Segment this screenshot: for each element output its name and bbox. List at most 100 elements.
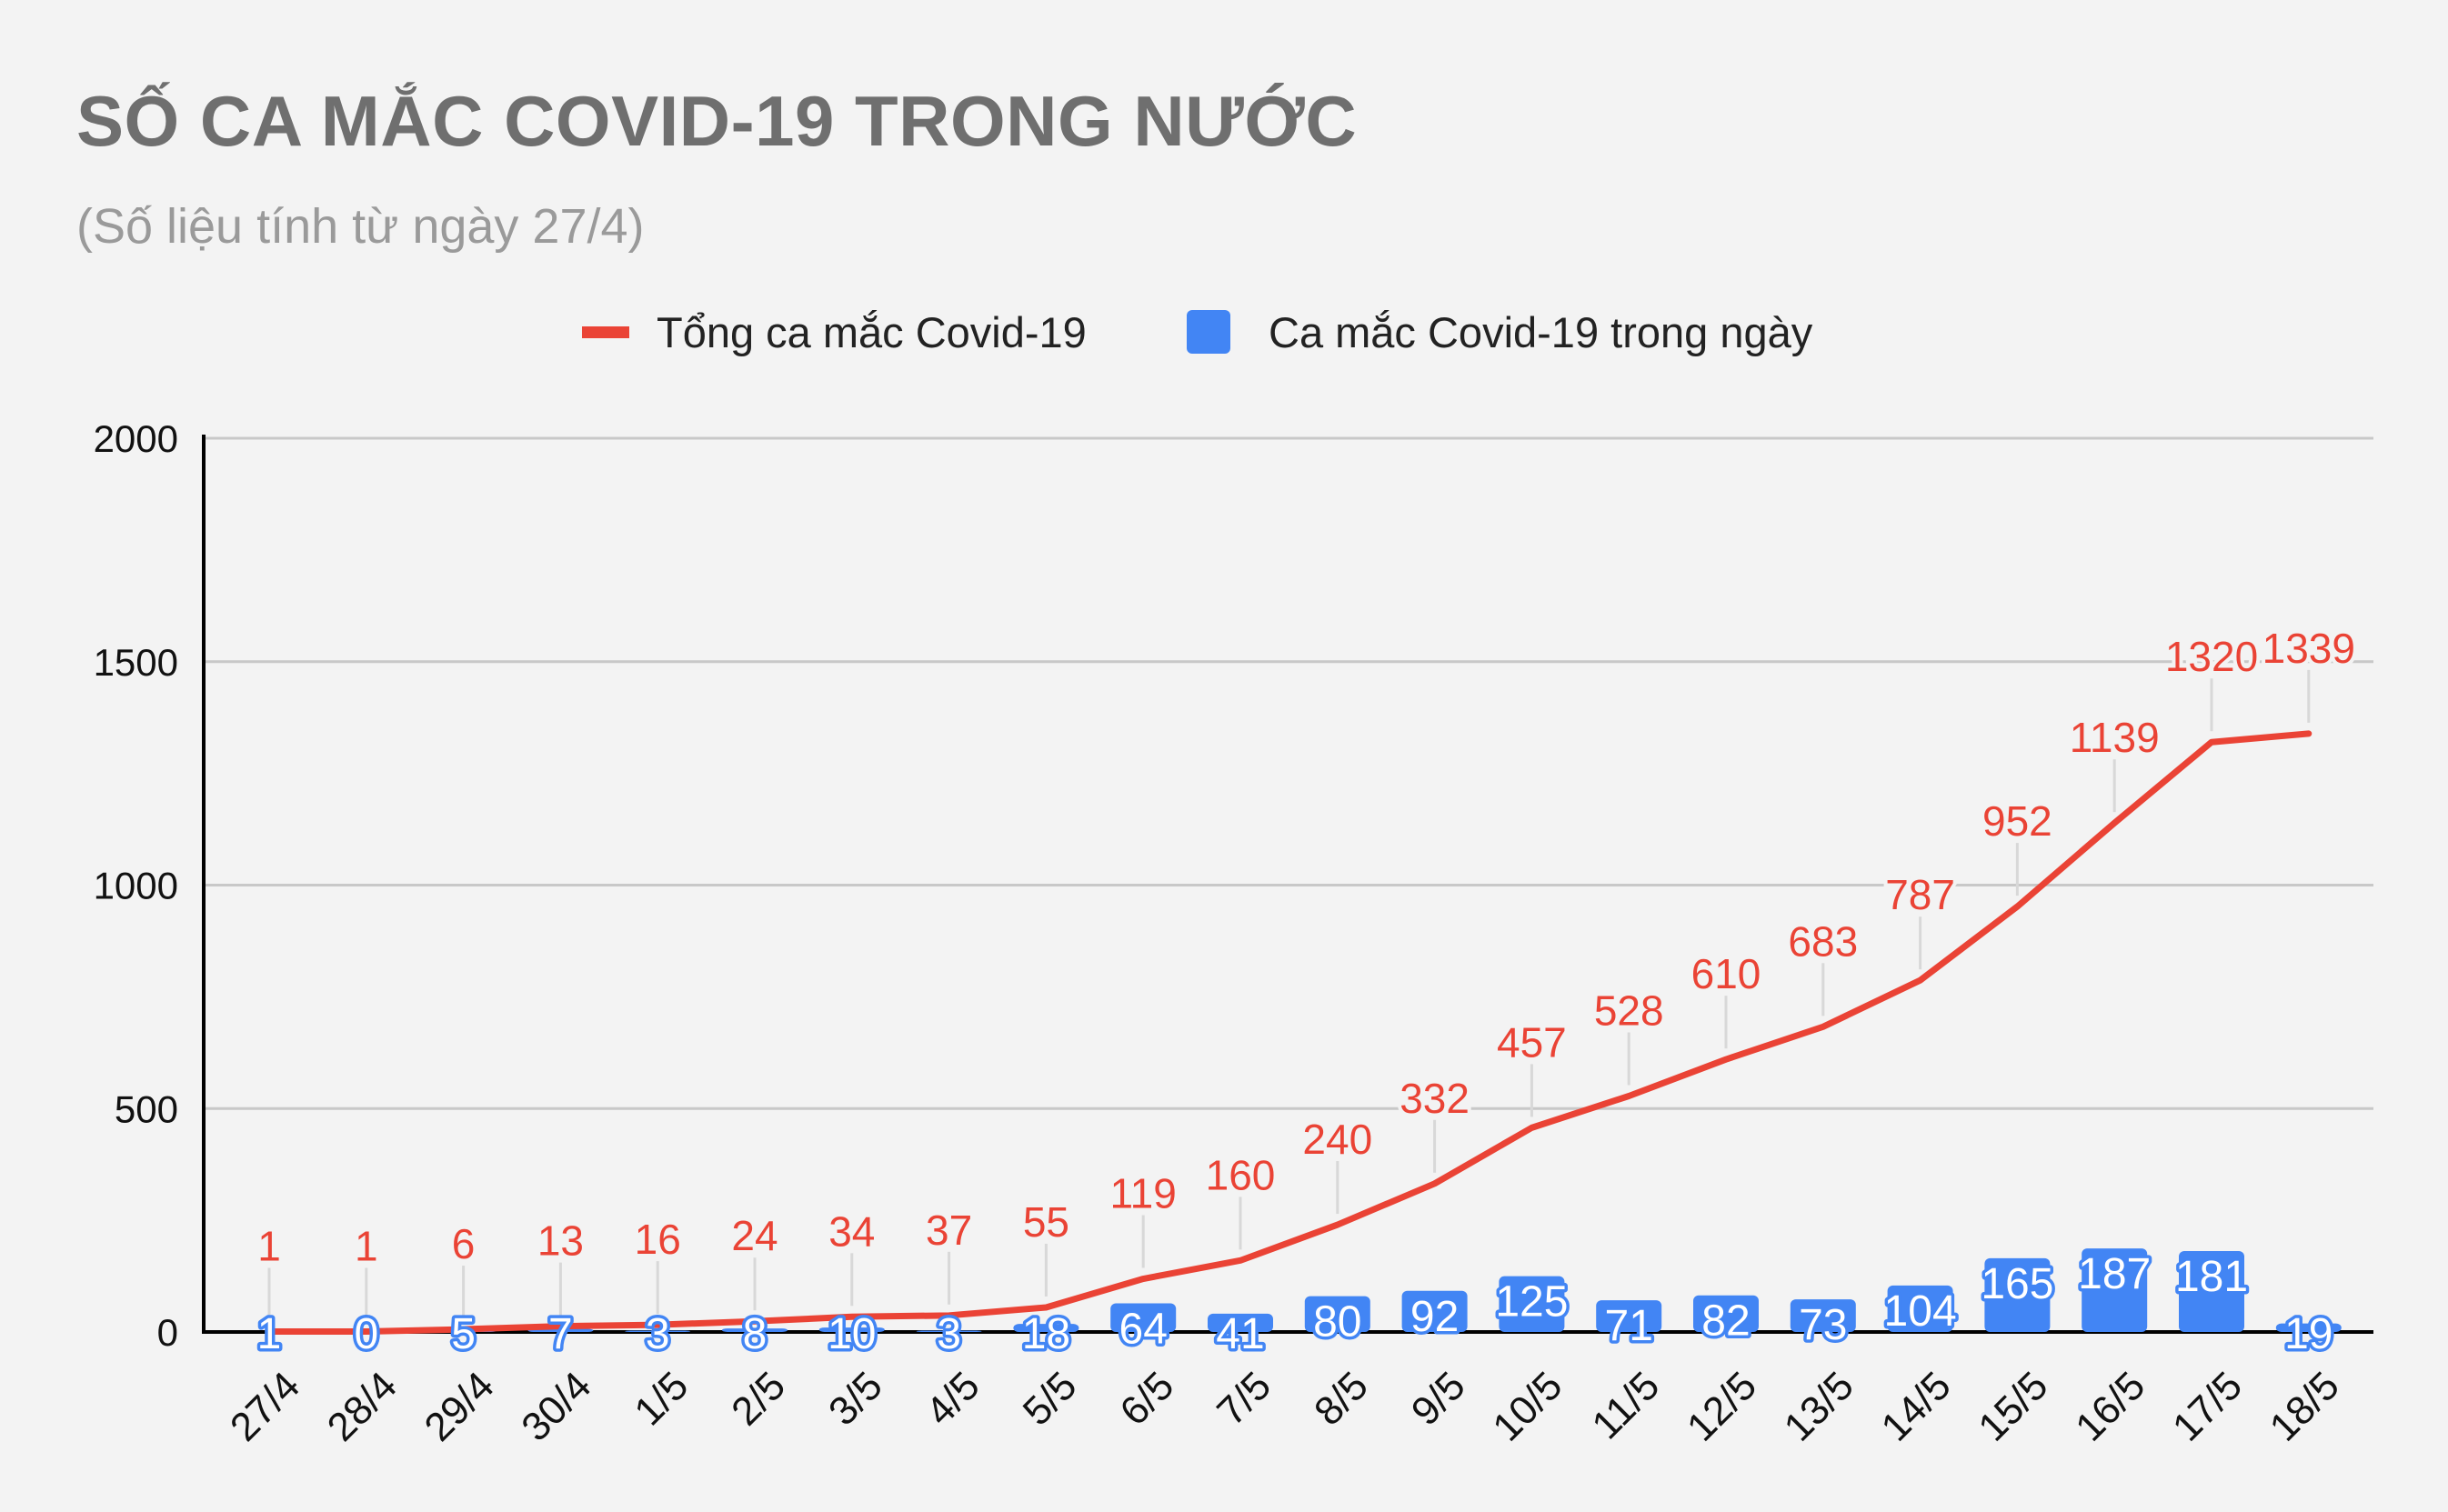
data-label-daily: 104 [1884,1287,1957,1336]
data-label-daily: 18 [1022,1310,1070,1358]
data-label-total: 683 [1788,917,1858,965]
data-label-total: 34 [828,1207,875,1255]
data-label-daily: 5 [451,1310,476,1358]
data-label-daily: 8 [743,1310,768,1358]
data-label-total: 13 [537,1217,584,1265]
bar-daily [1790,1299,1856,1332]
data-label-total: 119 [1110,1170,1177,1217]
bar-daily [2179,1251,2244,1332]
line-total [266,730,2313,1336]
chart-title: SỐ CA MẮC COVID-19 TRONG NƯỚC [76,81,1358,161]
chart-subtitle: (Số liệu tính từ ngày 27/4) [76,199,645,254]
x-tick-label: 8/5 [1306,1363,1377,1434]
bar-daily [1693,1295,1759,1332]
y-tick-label: 500 [115,1087,178,1130]
bar-daily [1596,1300,1662,1332]
data-label-daily: 82 [1701,1297,1750,1346]
data-label-daily: 7 [548,1310,573,1358]
legend-item-total: Tổng ca mắc Covid-19 [582,305,1087,359]
data-label-total: 16 [635,1216,681,1263]
bar-daily [1304,1296,1370,1332]
x-tick-label: 11/5 [1583,1363,1668,1447]
data-label-total: 6 [452,1220,476,1267]
data-label-total: 332 [1400,1075,1470,1122]
bar-daily [1208,1313,1273,1332]
x-tick-label: 17/5 [2164,1363,2251,1449]
data-label-daily: 92 [1410,1293,1459,1341]
data-label-total: 37 [926,1207,972,1254]
data-label-total: 1320 [2165,633,2258,680]
x-tick-label: 6/5 [1111,1363,1182,1434]
x-tick-label: 27/4 [222,1363,308,1449]
x-tick-label: 15/5 [1970,1363,2056,1449]
y-tick-label: 0 [157,1311,178,1354]
data-label-total: 24 [731,1212,778,1259]
data-label-daily: 187 [2078,1250,2151,1298]
y-tick-label: 1500 [94,641,178,684]
legend-swatch-total [582,325,629,338]
x-tick-label: 7/5 [1209,1363,1279,1434]
x-tick-label: 29/4 [416,1363,503,1449]
data-label-daily: 181 [2175,1253,2248,1301]
data-label-daily: 165 [1981,1260,2053,1308]
data-label-daily: 1 [257,1310,282,1358]
bar-daily [1887,1285,1953,1332]
data-label-daily: 125 [1495,1278,1568,1327]
data-label-total: 55 [1023,1198,1069,1246]
x-tick-label: 9/5 [1403,1363,1474,1434]
x-tick-label: 4/5 [918,1363,988,1434]
legend-item-daily: Ca mắc Covid-19 trong ngày [1187,305,1812,359]
data-label-total: 1 [355,1223,378,1270]
x-tick-label: 16/5 [2067,1363,2153,1449]
data-label-total: 952 [1982,797,2052,845]
data-label-daily: 73 [1799,1301,1847,1349]
legend-label-daily: Ca mắc Covid-19 trong ngày [1269,307,1813,356]
x-tick-label: 14/5 [1873,1363,1960,1449]
x-tick-label: 5/5 [1015,1363,1086,1434]
data-label-daily: 0 [354,1310,378,1358]
x-tick-label: 12/5 [1679,1363,1765,1449]
bar-daily [916,1330,982,1332]
bar-daily [1110,1303,1177,1332]
data-label-daily: 64 [1119,1306,1168,1354]
legend-label-total: Tổng ca mắc Covid-19 [657,307,1087,356]
data-label-daily: 3 [646,1310,670,1358]
data-label-total: 1 [257,1223,281,1270]
bar-daily [1499,1276,1565,1332]
chart-legend: Tổng ca mắc Covid-19 Ca mắc Covid-19 tro… [0,305,2448,359]
data-label-total: 1339 [2262,625,2355,672]
x-tick-label: 2/5 [723,1363,794,1434]
x-tick-label: 10/5 [1484,1363,1570,1449]
x-tick-label: 3/5 [820,1363,891,1434]
bar-daily [1401,1290,1468,1332]
y-tick-label: 2000 [94,417,178,460]
data-label-total: 160 [1206,1151,1276,1198]
x-tick-label: 30/4 [513,1363,599,1449]
bar-daily [2082,1248,2148,1332]
data-label-daily: 80 [1313,1298,1361,1347]
data-label-daily: 3 [937,1310,961,1358]
data-label-daily: 10 [828,1310,876,1358]
bar-daily [2275,1323,2342,1332]
bar-daily [818,1327,885,1332]
bar-daily [722,1328,788,1332]
data-label-daily: 19 [2284,1310,2333,1358]
data-label-total: 610 [1691,950,1761,997]
x-tick-label: 13/5 [1776,1363,1862,1449]
legend-swatch-daily [1187,310,1230,354]
data-label-daily: 71 [1605,1302,1653,1350]
data-label-total: 528 [1594,986,1664,1034]
y-tick-label: 1000 [94,865,178,907]
x-tick-label: 18/5 [2262,1363,2348,1449]
data-label-total: 240 [1302,1116,1372,1163]
data-label-total: 787 [1885,871,1955,918]
bar-daily [1984,1257,2051,1332]
x-tick-label: 1/5 [626,1363,697,1434]
data-label-daily: 41 [1216,1310,1264,1358]
bar-daily [1013,1324,1079,1332]
data-label-total: 1139 [2070,714,2160,761]
data-label-total: 457 [1497,1018,1567,1066]
bar-daily [625,1330,691,1332]
x-tick-label: 28/4 [319,1363,406,1449]
